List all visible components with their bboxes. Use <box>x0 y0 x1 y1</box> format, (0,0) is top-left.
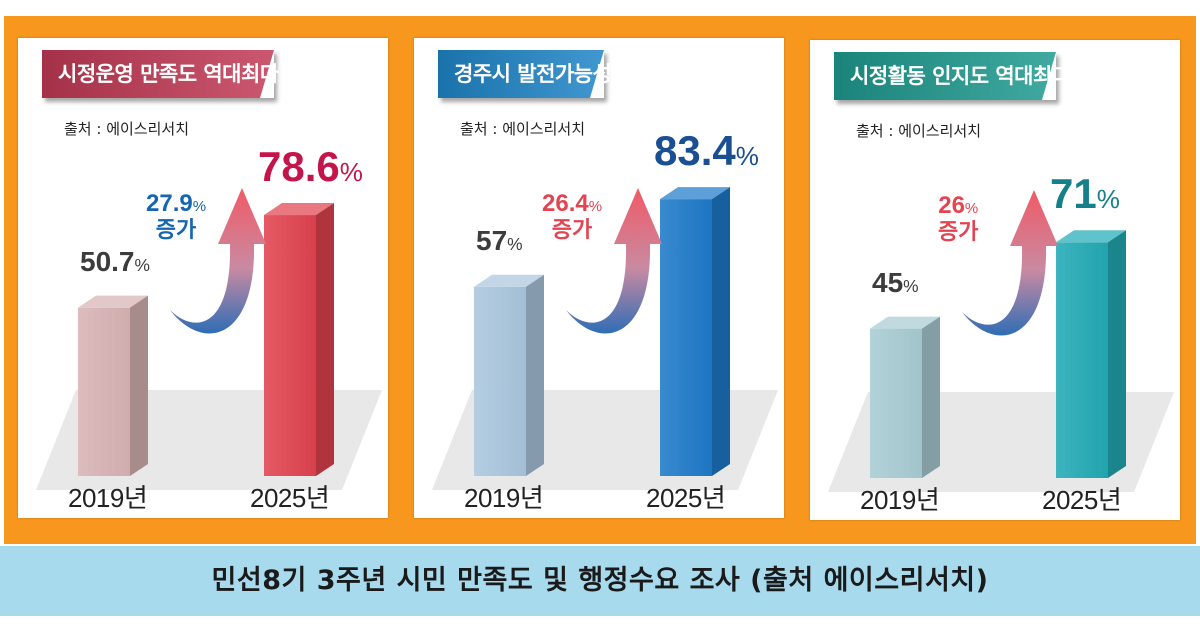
chart-panel-development: 경주시 발전가능성 출처 : 에이스리서치 57% 83.4% 26.4% 증가 2019년… <box>414 38 784 518</box>
value-unit: % <box>339 157 363 188</box>
chart-title-banner: 경주시 발전가능성 <box>438 50 612 98</box>
chart-panel-awareness: 시정활동 인지도 역대최다 출처 : 에이스리서치 45% 71% 26% 증가 2019년… <box>810 40 1180 520</box>
bar-2025년 <box>1056 230 1126 478</box>
value-label-2019: 45% <box>872 267 919 299</box>
bar-2019년 <box>78 295 148 476</box>
increase-unit: % <box>964 200 979 217</box>
source-text: 출처 : 에이스리서치 <box>460 120 585 138</box>
value-label-2025: 83.4% <box>654 127 759 175</box>
year-label-1: 2025년 <box>1042 485 1122 515</box>
year-label-0: 2019년 <box>464 483 544 513</box>
bar-2019년 <box>474 274 544 476</box>
chart-svg <box>36 188 382 490</box>
increase-arrow-icon <box>170 188 266 334</box>
chart-title-banner: 시정활동 인지도 역대최다 <box>834 52 1071 100</box>
value-label-2019: 57% <box>476 225 523 257</box>
chart-svg <box>432 187 778 490</box>
increase-unit: % <box>192 198 207 215</box>
chart-svg <box>828 190 1174 492</box>
increase-value: 27.9% <box>146 190 206 217</box>
value-label-2025: 71% <box>1050 170 1120 218</box>
increase-number: 27.9 <box>146 190 193 217</box>
bar-2025년 <box>264 203 334 476</box>
chart-title-banner: 시정운영 만족도 역대최다 <box>42 50 279 98</box>
value-number: 57 <box>476 224 508 256</box>
value-number: 50.7 <box>80 245 135 277</box>
increase-label: 26.4% 증가 <box>542 190 602 244</box>
value-unit: % <box>134 254 150 275</box>
chart-title: 시정활동 인지도 역대최다 <box>850 64 1071 88</box>
increase-value: 26.4% <box>542 190 602 217</box>
increase-number: 26.4 <box>542 190 589 217</box>
value-label-2025: 78.6% <box>258 143 363 191</box>
increase-arrow-icon <box>566 188 662 334</box>
year-label-0: 2019년 <box>68 483 148 513</box>
bar-2019년 <box>870 316 940 478</box>
chart-title: 시정운영 만족도 역대최다 <box>58 62 279 86</box>
value-unit: % <box>735 141 759 172</box>
increase-word: 증가 <box>155 218 197 243</box>
value-number: 83.4 <box>654 127 736 175</box>
value-unit: % <box>507 233 523 254</box>
increase-word: 증가 <box>938 220 979 245</box>
source-text: 출처 : 에이스리서치 <box>856 122 981 140</box>
increase-arrow-icon <box>962 190 1058 336</box>
increase-value: 26% <box>938 192 978 219</box>
value-number: 71 <box>1050 170 1097 218</box>
year-label-1: 2025년 <box>250 483 330 513</box>
increase-word: 증가 <box>551 218 593 243</box>
chart-title: 경주시 발전가능성 <box>454 62 612 86</box>
chart-panel-satisfaction: 시정운영 만족도 역대최다 출처 : 에이스리서치 50.7% 78.6% 27.9% 증… <box>18 38 388 518</box>
value-unit: % <box>1096 184 1120 215</box>
increase-label: 26% 증가 <box>938 192 978 246</box>
bar-2025년 <box>660 187 730 476</box>
increase-number: 26 <box>938 192 965 219</box>
caption-text: 민선8기 3주년 시민 만족도 및 행정수요 조사 (출처 에이스리서치) <box>211 565 989 596</box>
increase-label: 27.9% 증가 <box>146 190 206 244</box>
year-label-1: 2025년 <box>646 483 726 513</box>
source-text: 출처 : 에이스리서치 <box>64 120 189 138</box>
value-number: 78.6 <box>258 143 340 191</box>
value-label-2019: 50.7% <box>80 246 150 278</box>
caption-bar: 민선8기 3주년 시민 만족도 및 행정수요 조사 (출처 에이스리서치) <box>0 546 1200 616</box>
value-unit: % <box>903 275 919 296</box>
value-number: 45 <box>872 266 904 298</box>
increase-unit: % <box>588 198 603 215</box>
year-label-0: 2019년 <box>860 485 940 515</box>
